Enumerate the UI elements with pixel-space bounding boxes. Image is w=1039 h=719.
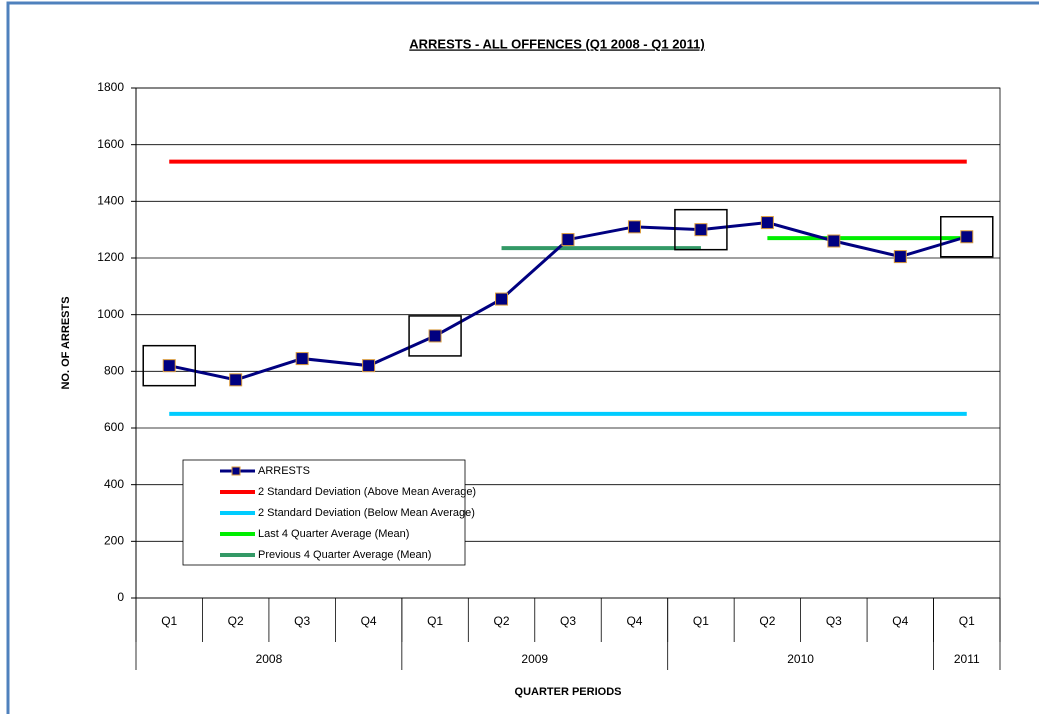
x-tick-label: Q3 xyxy=(294,614,310,628)
marker xyxy=(760,216,774,230)
y-tick-label: 1200 xyxy=(97,250,124,264)
legend-label: 2 Standard Deviation (Above Mean Average… xyxy=(258,486,476,498)
y-axis-label: NO. OF ARRESTS xyxy=(60,296,72,389)
highlight-box xyxy=(142,344,196,387)
marker xyxy=(495,292,509,306)
plot-border xyxy=(135,87,1001,599)
y-tick-label: 0 xyxy=(117,590,124,604)
highlight-box xyxy=(674,208,728,251)
marker xyxy=(893,250,907,264)
marker xyxy=(229,373,243,387)
x-tick-label: Q2 xyxy=(759,614,775,628)
legend-label: ARRESTS xyxy=(258,465,310,477)
group-label: 2009 xyxy=(521,652,548,666)
x-tick-label: Q4 xyxy=(626,614,642,628)
marker xyxy=(162,359,176,373)
y-tick-label: 1400 xyxy=(97,194,124,208)
group-label: 2008 xyxy=(256,652,283,666)
x-tick-label: Q3 xyxy=(826,614,842,628)
marker xyxy=(362,359,376,373)
y-tick-label: 1800 xyxy=(97,80,124,94)
y-tick-label: 400 xyxy=(104,477,124,491)
y-tick-label: 200 xyxy=(104,534,124,548)
x-tick-label: Q2 xyxy=(228,614,244,628)
legend-label: Previous 4 Quarter Average (Mean) xyxy=(258,549,431,561)
marker xyxy=(827,234,841,248)
legend-label: Last 4 Quarter Average (Mean) xyxy=(258,528,409,540)
x-tick-label: Q1 xyxy=(161,614,177,628)
group-label: 2010 xyxy=(787,652,814,666)
marker xyxy=(295,352,309,366)
y-tick-label: 600 xyxy=(104,420,124,434)
marker xyxy=(960,230,974,244)
x-tick-label: Q2 xyxy=(494,614,510,628)
highlight-box xyxy=(408,315,462,357)
y-tick-label: 1000 xyxy=(97,307,124,321)
chart-title: ARRESTS - ALL OFFENCES (Q1 2008 - Q1 201… xyxy=(409,36,704,51)
marker xyxy=(561,233,575,247)
x-tick-label: Q1 xyxy=(427,614,443,628)
legend-label: 2 Standard Deviation (Below Mean Average… xyxy=(258,507,475,519)
marker xyxy=(627,220,641,234)
frame xyxy=(6,1,1039,719)
x-tick-label: Q3 xyxy=(560,614,576,628)
marker xyxy=(428,329,442,343)
group-label: 2011 xyxy=(954,652,980,666)
y-tick-label: 1600 xyxy=(97,137,124,151)
x-tick-label: Q1 xyxy=(693,614,709,628)
x-tick-label: Q1 xyxy=(959,614,975,628)
marker xyxy=(694,223,708,237)
y-tick-label: 800 xyxy=(104,364,124,378)
x-tick-label: Q4 xyxy=(361,614,377,628)
x-axis-label: QUARTER PERIODS xyxy=(515,686,622,698)
legend-marker xyxy=(231,466,241,476)
highlight-box xyxy=(940,216,994,258)
x-tick-label: Q4 xyxy=(892,614,908,628)
